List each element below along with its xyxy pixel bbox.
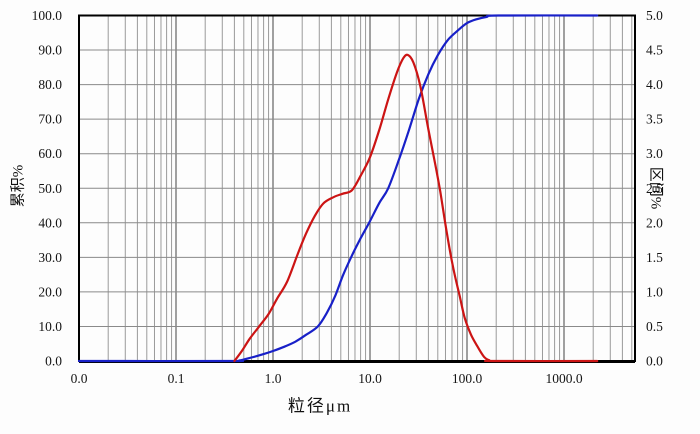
left-axis-tick-label: 70.0 [38,112,62,127]
x-axis-tick-label: 0.1 [168,371,185,386]
right-axis-tick-label: 4.5 [646,43,663,58]
interval-percent-curve [233,53,599,363]
right-axis-tick-label: 5.0 [646,8,663,23]
x-axis-tick-label: 1000.0 [545,371,582,386]
right-axis-tick-label: 2.5 [646,181,663,196]
left-axis-tick-label: 30.0 [38,250,62,265]
x-axis-tick-label: 0.0 [71,371,88,386]
left-axis-title: 累积% [10,164,27,208]
right-axis-tick-label: 4.0 [646,77,663,92]
right-axis-tick-label: 2.0 [646,215,663,230]
x-axis-title: 粒径μm [287,396,353,416]
right-axis-tick-label: 1.5 [646,250,663,265]
x-axis-tick-label: 10.0 [358,371,382,386]
left-axis-tick-label: 100.0 [32,8,63,23]
left-axis-tick-label: 20.0 [38,284,62,299]
right-axis-tick-label: 1.0 [646,284,663,299]
left-axis-tick-label: 0.0 [45,354,62,369]
x-axis-tick-label: 1.0 [265,371,282,386]
right-axis-tick-label: 3.0 [646,146,663,161]
left-axis-tick-label: 90.0 [38,43,62,58]
x-axis-tick-label: 100.0 [452,371,483,386]
right-axis-title: 区间% [647,166,664,210]
cumulative-percent-curve [77,14,599,363]
left-axis-tick-label: 40.0 [38,215,62,230]
left-axis-tick-label: 80.0 [38,77,62,92]
left-axis-tick-label: 50.0 [38,181,62,196]
right-axis-tick-label: 3.5 [646,112,663,127]
right-axis-tick-label: 0.0 [646,354,663,369]
left-axis-tick-label: 10.0 [38,319,62,334]
right-axis-tick-label: 0.5 [646,319,663,334]
left-axis-tick-label: 60.0 [38,146,62,161]
plot-border [78,14,636,362]
